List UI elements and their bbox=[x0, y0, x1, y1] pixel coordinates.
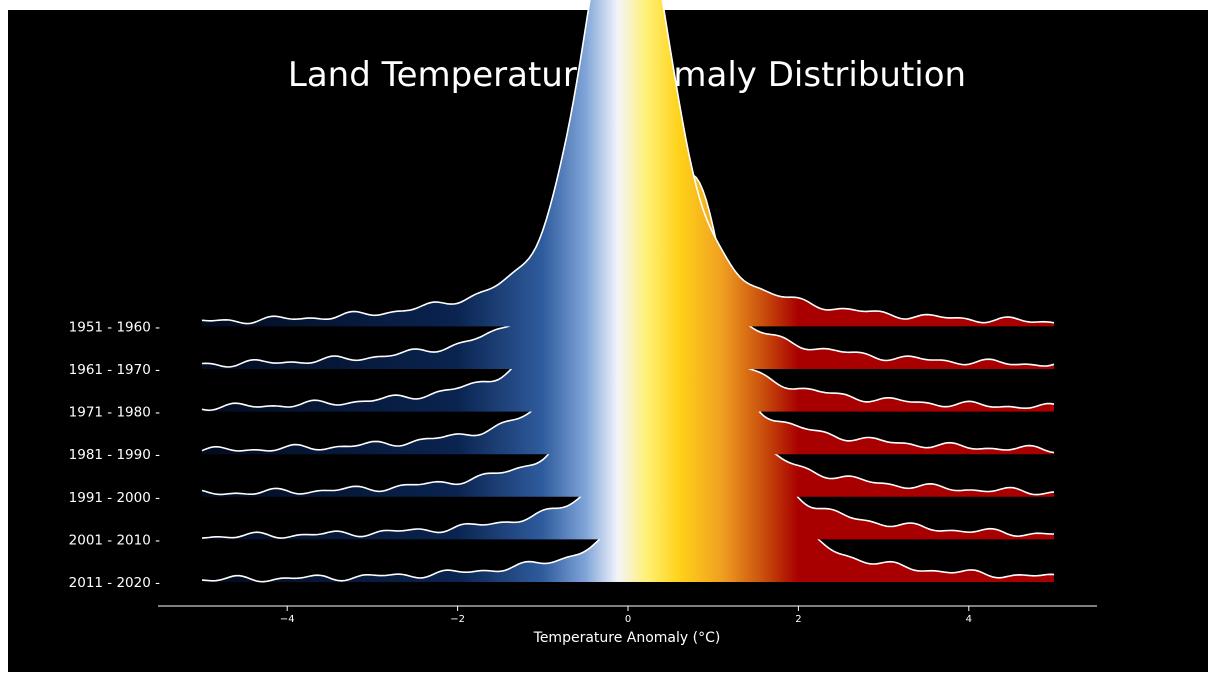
row-labels: 2011 - 2020 - 2001 - 2010 - 1991 - 2000 - 1… bbox=[69, 319, 160, 591]
row-label: 1951 - 1960 - bbox=[69, 319, 160, 335]
ridge-line bbox=[201, 0, 1055, 325]
x-axis-label: Temperature Anomaly (°C) bbox=[533, 630, 721, 646]
ridge-1951-1960 bbox=[201, 0, 1055, 327]
x-tick-label: −2 bbox=[450, 614, 465, 625]
ridge-fill bbox=[202, 0, 1054, 327]
row-label: 2001 - 2010 - bbox=[69, 532, 160, 548]
ridge-line bbox=[201, 0, 1055, 412]
row-label: 1981 - 1990 - bbox=[69, 447, 160, 463]
x-tick-label: 4 bbox=[966, 614, 972, 625]
row-label: 1971 - 1980 - bbox=[69, 405, 160, 421]
ridges bbox=[201, 0, 1055, 583]
row-label: 1991 - 2000 - bbox=[69, 490, 160, 506]
row-label: 1961 - 1970 - bbox=[69, 362, 160, 378]
x-axis-ticks: −4 −2 0 2 4 bbox=[280, 606, 972, 625]
row-label: 2011 - 2020 - bbox=[69, 575, 160, 591]
ridge-line bbox=[201, 0, 1055, 368]
x-tick-label: 0 bbox=[625, 614, 631, 625]
x-tick-label: 2 bbox=[795, 614, 801, 625]
x-tick-label: −4 bbox=[280, 614, 295, 625]
